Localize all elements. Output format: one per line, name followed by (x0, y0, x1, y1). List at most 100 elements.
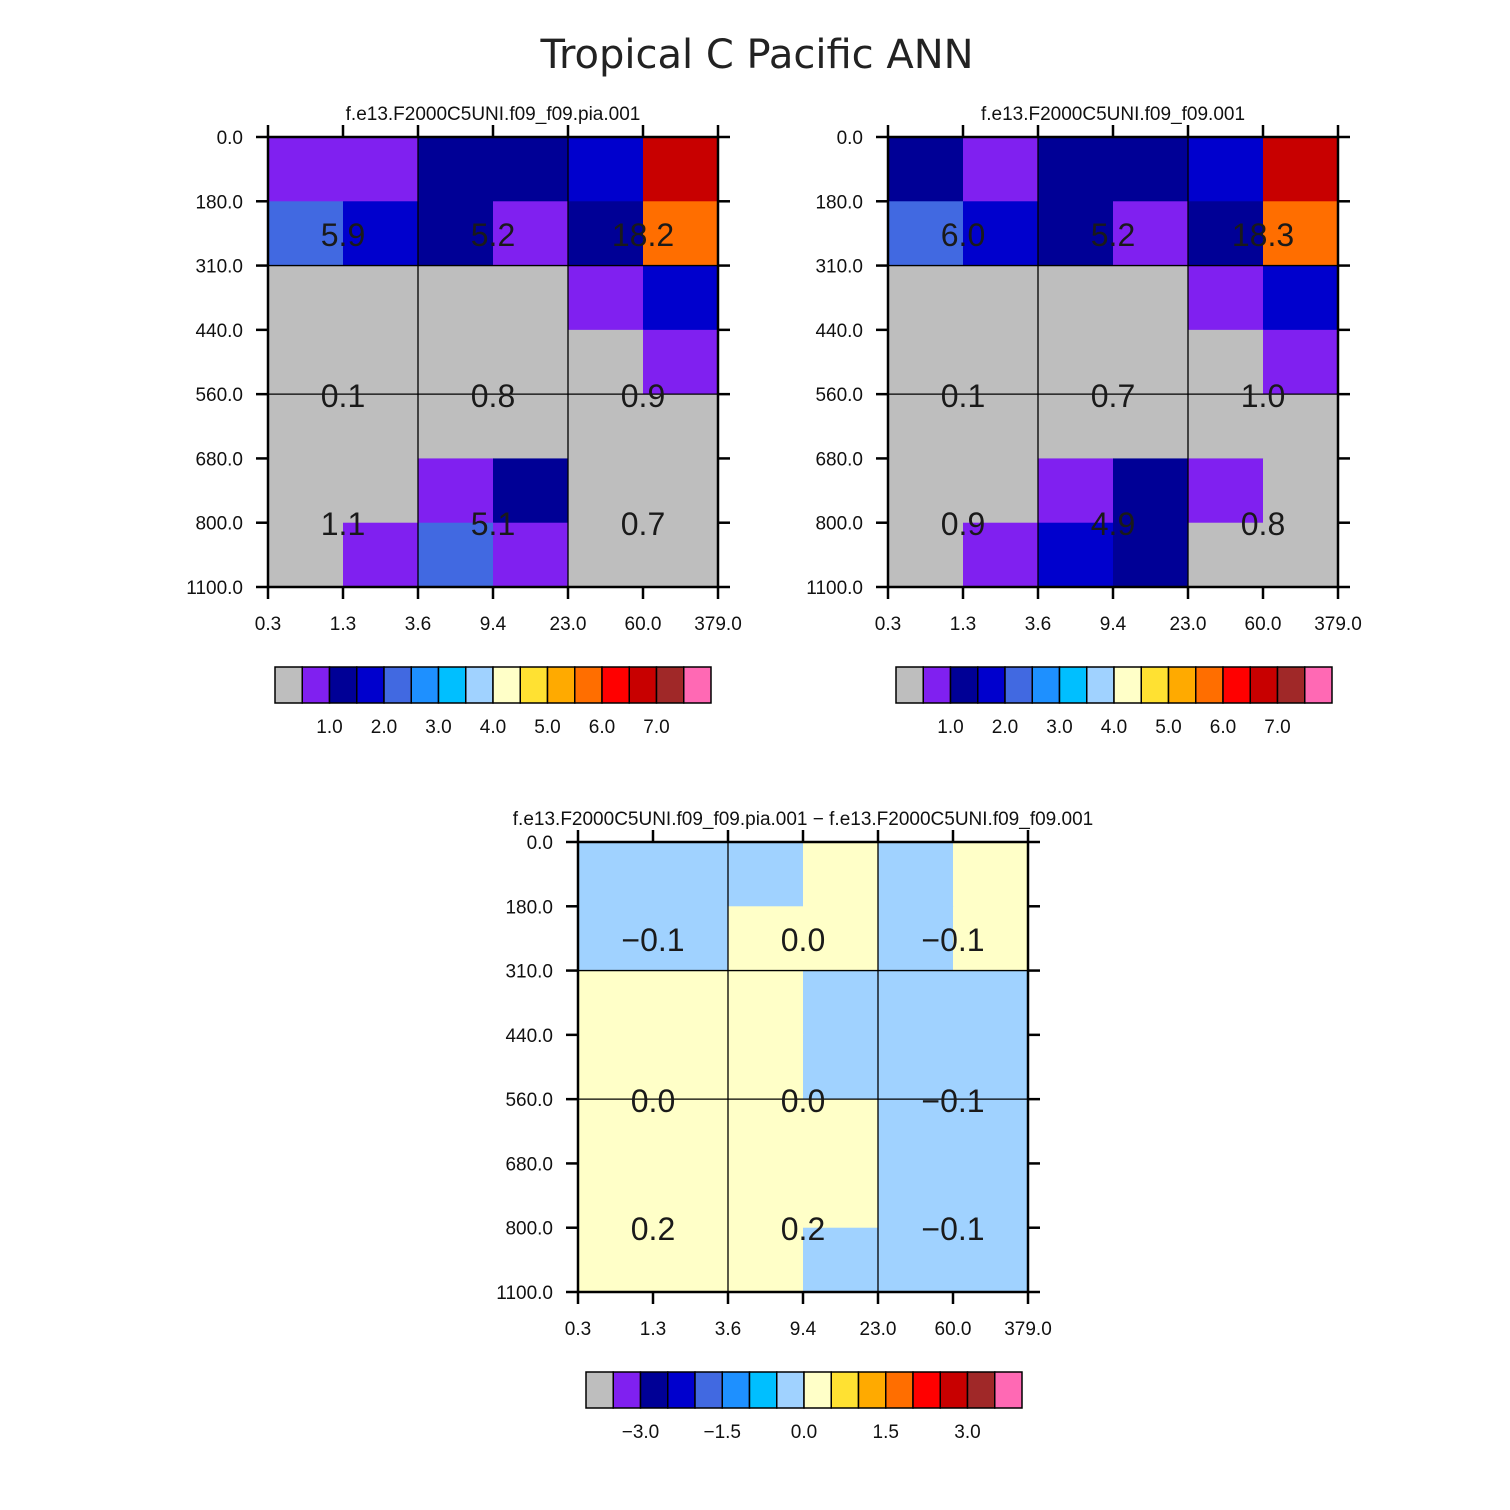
heatmap-cell (1188, 137, 1264, 202)
y-tick-label: 1100.0 (806, 578, 863, 599)
heatmap-cell (1113, 458, 1189, 524)
colorbar-swatch (612, 1371, 642, 1409)
colorbar-swatch (628, 666, 658, 704)
heatmap-cell (1188, 329, 1264, 395)
heatmap-cell (268, 329, 344, 395)
panel-3: f.e13.F2000C5UNI.f09_f09.pia.001 − f.e13… (496, 809, 1093, 1443)
colorbar-swatch (857, 1371, 887, 1409)
panel-2: f.e13.F2000C5UNI.f09_f09.001 0.0 180.0 310.… (806, 104, 1361, 738)
colorbar-swatch (1249, 666, 1279, 704)
block-value-label: 0.0 (781, 1083, 825, 1119)
heatmap-cell (1038, 329, 1114, 395)
block-value-label: 5.1 (471, 506, 515, 542)
x-tick-label: 60.0 (935, 1319, 972, 1340)
heatmap-cell (653, 842, 729, 907)
block-value-label: 1.0 (1241, 378, 1285, 414)
heatmap-cell (888, 137, 964, 202)
colorbar-label: 5.0 (1155, 717, 1181, 738)
heatmap-cell (953, 970, 1029, 1036)
colorbar-swatch (949, 666, 979, 704)
heatmap-cell (1263, 522, 1339, 588)
heatmap-cell (418, 201, 494, 267)
colorbar-label: 5.0 (534, 717, 560, 738)
x-tick-label: 9.4 (480, 614, 507, 635)
heatmap-cell (953, 1034, 1029, 1100)
block-value-label: 6.0 (941, 217, 985, 253)
heatmap-cell (728, 1034, 804, 1100)
x-tick-label: 60.0 (1245, 614, 1282, 635)
y-tick-label: 680.0 (815, 449, 863, 470)
heatmap-cell (418, 265, 494, 331)
heatmap-cell (343, 458, 419, 524)
heatmap-cell (493, 394, 569, 460)
y-tick-label: 440.0 (195, 321, 243, 342)
heatmap-cell (803, 842, 879, 907)
heatmap-cell (963, 522, 1039, 588)
colorbar-swatch (966, 1371, 996, 1409)
colorbar-swatch (977, 666, 1006, 704)
block-value-label: −0.1 (921, 1083, 984, 1119)
heatmap-cell (1113, 394, 1189, 460)
heatmap-cell (953, 1163, 1029, 1229)
x-tick-label: 3.6 (715, 1319, 741, 1340)
block-value-label: 0.2 (781, 1211, 825, 1247)
heatmap-cell (963, 201, 1039, 267)
colorbar-swatch (1304, 666, 1333, 704)
x-tick-label: 9.4 (1100, 614, 1127, 635)
colorbar-label: 4.0 (1101, 717, 1127, 738)
heatmap-cell (268, 137, 344, 202)
heatmap-cell (1263, 265, 1339, 331)
heatmap-cell (878, 1034, 954, 1100)
y-tick-label: 560.0 (195, 385, 243, 406)
heatmap-cell (493, 265, 569, 331)
x-tick-label: 1.3 (950, 614, 976, 635)
colorbar-label: 7.0 (1264, 717, 1290, 738)
heatmap-cell (878, 906, 954, 972)
heatmap-cell (1188, 394, 1264, 460)
colorbar-swatch (885, 1371, 914, 1409)
colorbar-swatch (356, 666, 385, 704)
colorbar-swatch (748, 1371, 778, 1409)
block-value-label: 0.8 (1241, 506, 1285, 542)
heatmap-cell (568, 201, 644, 267)
heatmap-cell (268, 265, 344, 331)
heatmap-cell (728, 842, 804, 907)
heatmap-cell (343, 329, 419, 395)
y-tick-label: 1100.0 (496, 1283, 553, 1304)
x-tick-label: 23.0 (1170, 614, 1207, 635)
heatmap-cell (878, 1099, 954, 1165)
heatmap-cell (803, 906, 879, 972)
y-tick-label: 800.0 (505, 1219, 553, 1240)
y-tick-label: 310.0 (505, 962, 553, 983)
colorbar-swatch (546, 666, 576, 704)
y-tick-label: 310.0 (815, 257, 863, 278)
heatmap-cell (1188, 265, 1264, 331)
heatmap-cell (418, 394, 494, 460)
heatmap-cell (878, 970, 954, 1036)
panel-title: f.e13.F2000C5UNI.f09_f09.pia.001 (346, 104, 641, 125)
block-value-label: 0.1 (941, 378, 985, 414)
heatmap-cell (888, 394, 964, 460)
heatmap-cell (653, 1034, 729, 1100)
x-tick-label: 23.0 (860, 1319, 897, 1340)
colorbar-label: 6.0 (1210, 717, 1236, 738)
y-tick-label: 560.0 (815, 385, 863, 406)
colorbar-label: 4.0 (480, 717, 506, 738)
colorbar-swatch (683, 666, 712, 704)
block-value-label: −0.1 (921, 922, 984, 958)
colorbar-label: 3.0 (425, 717, 451, 738)
block-value-label: 0.7 (621, 506, 665, 542)
y-tick-label: 560.0 (505, 1090, 553, 1111)
colorbar-swatch (922, 666, 952, 704)
heatmap-cell (888, 201, 964, 267)
heatmap-cell (653, 970, 729, 1036)
x-tick-label: 23.0 (550, 614, 587, 635)
heatmap-cell (1038, 394, 1114, 460)
heatmap-cell (1113, 137, 1189, 202)
block-value-label: 0.7 (1091, 378, 1135, 414)
heatmap-cell (493, 201, 569, 267)
heatmap-cell (1188, 201, 1264, 267)
block-value-label: 0.0 (781, 922, 825, 958)
colorbar-swatch (328, 666, 358, 704)
heatmap-cell (1038, 137, 1114, 202)
